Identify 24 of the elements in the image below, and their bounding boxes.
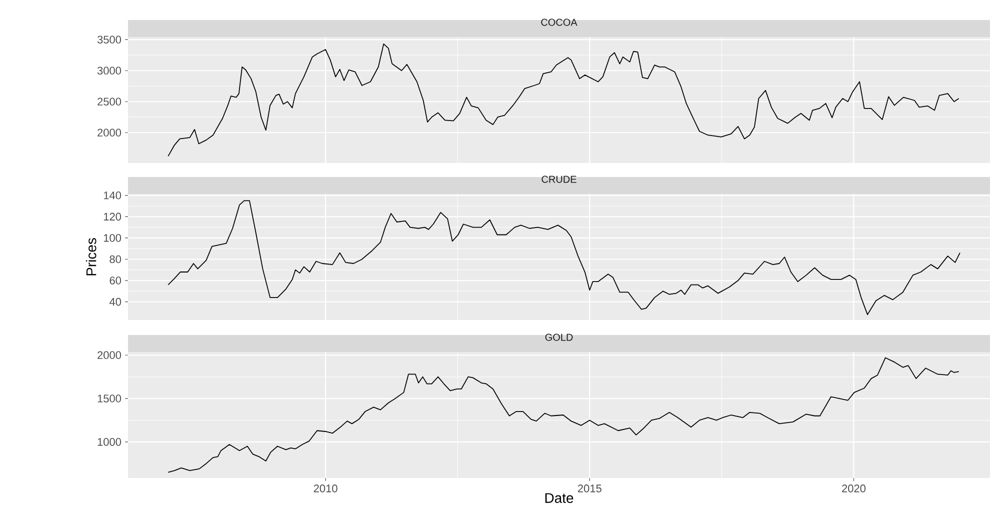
y-tick-label: 120 [104,212,122,221]
y-tick-label: 2500 [98,98,122,106]
y-tick-label: 3500 [97,36,122,44]
y-tick-label: 100 [104,234,122,242]
line-series [168,44,960,157]
chart-title: COCOA [541,18,578,26]
chart-title: CRUDE [542,176,576,183]
line-series [168,357,960,473]
chart-title: GOLD [545,334,573,341]
y-tick-label: 80 [110,255,122,264]
y-tick-label: 40 [109,298,122,306]
y-tick-label: 1000 [98,438,122,446]
x-tick-label: 2010 [314,484,338,492]
x-tick-label: 2020 [842,484,866,492]
x-tick-label: 2015 [578,484,602,492]
y-tick-label: 1500 [98,394,122,402]
y-tick-label: 140 [104,192,122,200]
y-tick-label: 60 [110,276,122,284]
y-tick-label: 2000 [98,128,122,137]
y-tick-label: 2000 [98,351,122,360]
x-axis-title: Date [545,493,574,503]
y-axis-title: Prices [86,238,96,276]
line-series [168,200,960,316]
y-tick-label: 3000 [97,66,122,75]
